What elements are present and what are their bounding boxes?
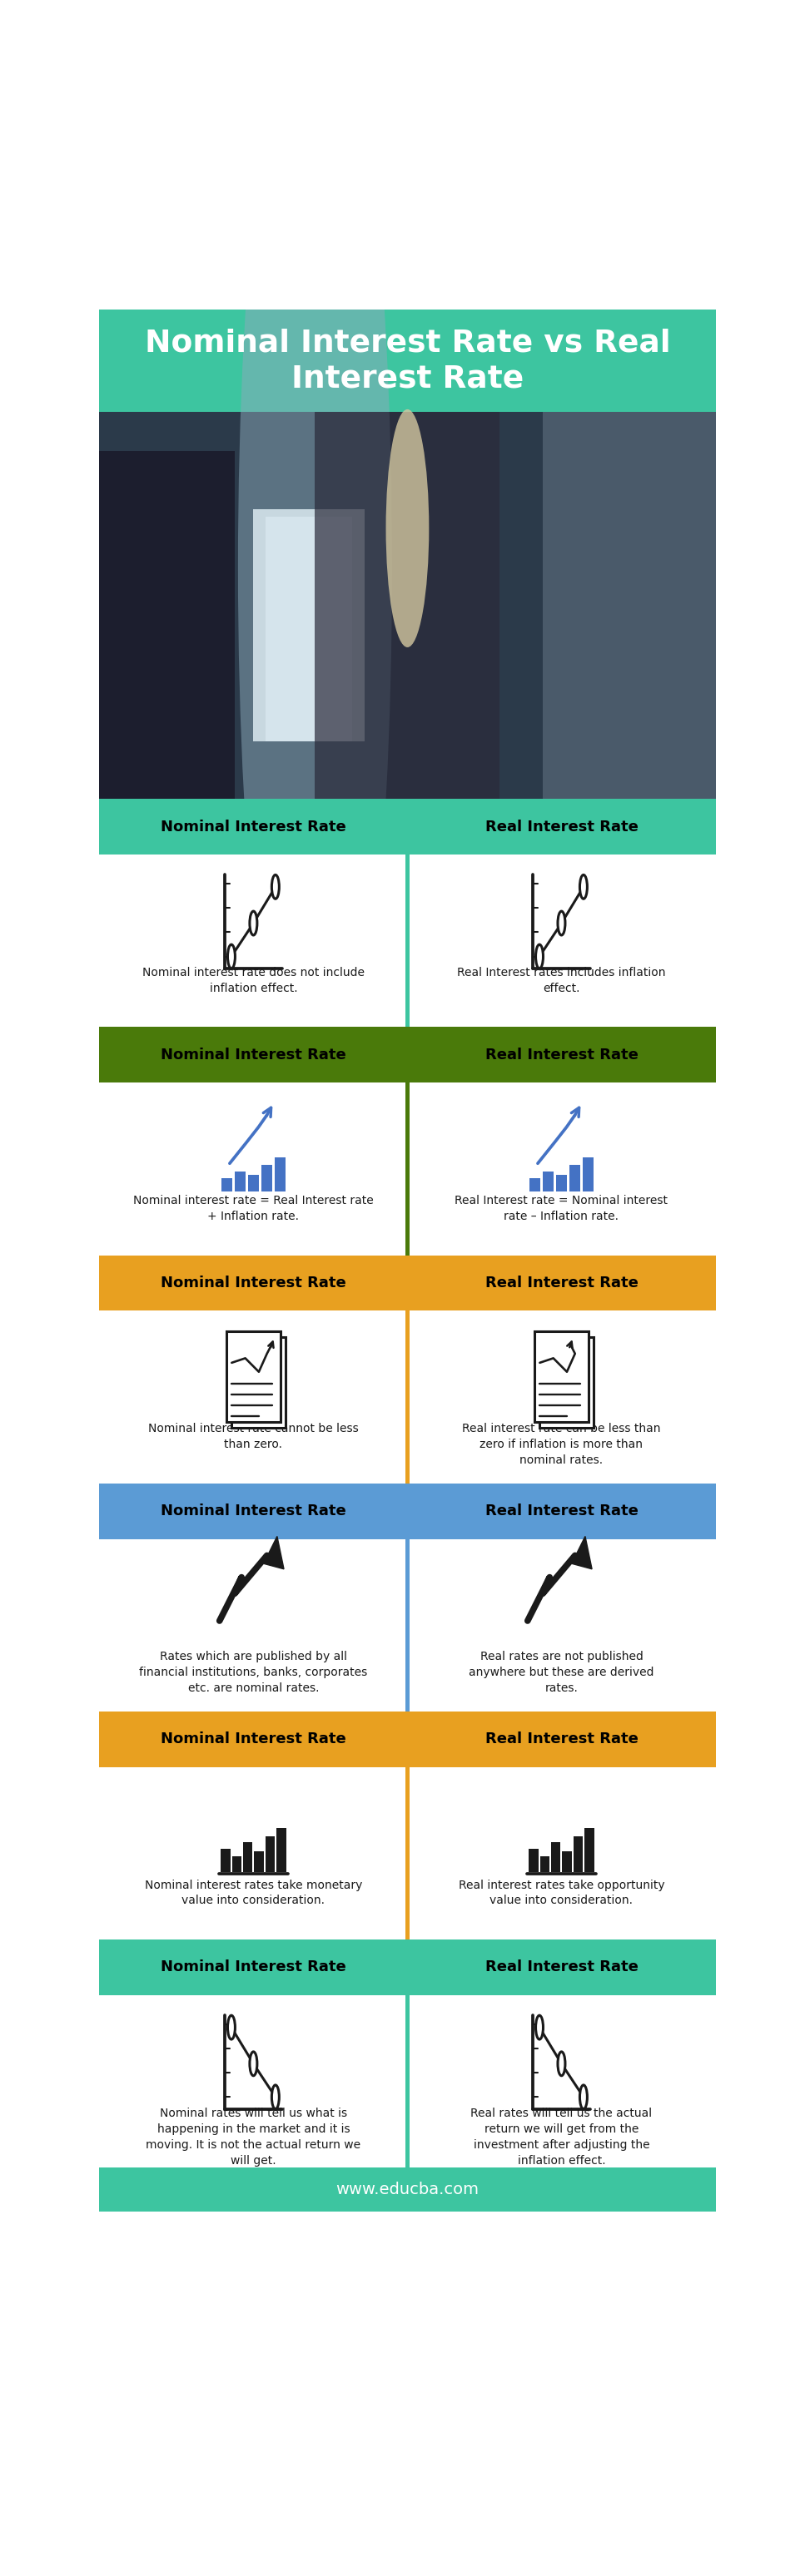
Bar	[99, 1940, 716, 1996]
Text: Nominal interest rate does not include
inflation effect.: Nominal interest rate does not include i…	[142, 966, 365, 994]
Bar	[99, 1767, 716, 1940]
Bar	[221, 1850, 231, 1873]
Bar	[569, 1164, 580, 1193]
Polygon shape	[315, 412, 500, 799]
Bar	[99, 1311, 716, 1484]
Circle shape	[536, 2014, 543, 2040]
Circle shape	[250, 912, 257, 935]
Text: Real Interest Rate: Real Interest Rate	[485, 1731, 638, 1747]
Bar	[405, 855, 409, 1028]
Bar	[99, 1484, 716, 1538]
Bar	[99, 855, 716, 1028]
Bar	[274, 1157, 285, 1193]
Bar	[405, 1767, 409, 1940]
Circle shape	[250, 2050, 257, 2076]
Text: Real Interest Rate: Real Interest Rate	[485, 1504, 638, 1520]
Bar	[254, 510, 364, 742]
Text: Real Interest rates includes inflation
effect.: Real Interest rates includes inflation e…	[457, 966, 665, 994]
Circle shape	[558, 912, 565, 935]
Text: Nominal interest rates take monetary
value into consideration.: Nominal interest rates take monetary val…	[145, 1878, 363, 1906]
Bar	[99, 1255, 716, 1311]
Bar	[99, 1028, 716, 1082]
Bar	[254, 1852, 264, 1873]
Text: Nominal interest rate = Real Interest rate
+ Inflation rate.: Nominal interest rate = Real Interest ra…	[134, 1195, 374, 1221]
Bar	[99, 1082, 716, 1255]
Bar	[99, 2166, 716, 2210]
Bar	[583, 1157, 593, 1193]
Text: Real Interest Rate: Real Interest Rate	[485, 1275, 638, 1291]
Bar	[405, 1538, 409, 1710]
Circle shape	[227, 945, 235, 969]
Circle shape	[580, 876, 588, 899]
Text: Nominal Interest Rate: Nominal Interest Rate	[161, 1504, 346, 1520]
Bar	[248, 1175, 259, 1193]
Bar	[99, 309, 716, 412]
Bar	[277, 1829, 286, 1873]
Text: Real Interest Rate: Real Interest Rate	[485, 819, 638, 835]
Text: Nominal Interest Rate: Nominal Interest Rate	[161, 1048, 346, 1061]
Text: Nominal Interest Rate: Nominal Interest Rate	[161, 1731, 346, 1747]
Bar	[543, 412, 716, 799]
Polygon shape	[99, 451, 235, 799]
Bar	[562, 1852, 572, 1873]
Bar	[540, 1857, 549, 1873]
Bar	[235, 1172, 246, 1193]
Bar	[405, 1311, 409, 1484]
Text: Nominal interest rate cannot be less
than zero.: Nominal interest rate cannot be less tha…	[148, 1422, 359, 1450]
Text: Real interest rates take opportunity
value into consideration.: Real interest rates take opportunity val…	[459, 1878, 665, 1906]
Ellipse shape	[238, 0, 392, 1162]
Bar	[99, 1710, 716, 1767]
Polygon shape	[572, 1535, 592, 1569]
Circle shape	[227, 2014, 235, 2040]
Text: Nominal rates will tell us what is
happening in the market and it is
moving. It : Nominal rates will tell us what is happe…	[146, 2107, 361, 2166]
Bar	[529, 1850, 538, 1873]
Text: Nominal Interest Rate vs Real
Interest Rate: Nominal Interest Rate vs Real Interest R…	[145, 327, 670, 394]
Bar	[543, 1172, 553, 1193]
Bar	[266, 518, 352, 742]
Text: Real Interest Rate: Real Interest Rate	[485, 1960, 638, 1976]
Circle shape	[536, 945, 543, 969]
Circle shape	[272, 876, 279, 899]
Ellipse shape	[386, 410, 429, 647]
Bar	[99, 799, 716, 855]
Text: Real interest rate can be less than
zero if inflation is more than
nominal rates: Real interest rate can be less than zero…	[462, 1422, 661, 1466]
Text: Nominal Interest Rate: Nominal Interest Rate	[161, 1960, 346, 1976]
Bar	[227, 1332, 281, 1422]
Text: Real rates are not published
anywhere but these are derived
rates.: Real rates are not published anywhere bu…	[469, 1651, 654, 1695]
Text: Real Interest Rate: Real Interest Rate	[485, 1048, 638, 1061]
Bar	[529, 1177, 541, 1193]
Bar	[405, 1082, 409, 1255]
Bar	[405, 1996, 409, 2166]
Polygon shape	[264, 1535, 284, 1569]
Text: Real rates will tell us the actual
return we will get from the
investment after : Real rates will tell us the actual retur…	[471, 2107, 652, 2166]
Bar	[556, 1175, 567, 1193]
Bar	[573, 1837, 583, 1873]
Bar	[99, 412, 716, 799]
Bar	[262, 1164, 272, 1193]
Circle shape	[580, 2084, 588, 2110]
Text: Real Interest rate = Nominal interest
rate – Inflation rate.: Real Interest rate = Nominal interest ra…	[455, 1195, 668, 1221]
Text: Nominal Interest Rate: Nominal Interest Rate	[161, 819, 346, 835]
Bar	[222, 1177, 232, 1193]
Circle shape	[558, 2050, 565, 2076]
Text: Nominal Interest Rate: Nominal Interest Rate	[161, 1275, 346, 1291]
Text: Rates which are published by all
financial institutions, banks, corporates
etc. : Rates which are published by all financi…	[139, 1651, 367, 1695]
Bar	[534, 1332, 588, 1422]
Bar	[584, 1829, 594, 1873]
Bar	[551, 1842, 560, 1873]
Bar	[266, 1837, 275, 1873]
Bar	[99, 1996, 716, 2166]
Bar	[231, 1337, 285, 1427]
Bar	[540, 1337, 594, 1427]
Bar	[99, 1538, 716, 1710]
Bar	[232, 1857, 242, 1873]
Text: www.educba.com: www.educba.com	[335, 2182, 479, 2197]
Circle shape	[272, 2084, 279, 2110]
Bar	[243, 1842, 253, 1873]
